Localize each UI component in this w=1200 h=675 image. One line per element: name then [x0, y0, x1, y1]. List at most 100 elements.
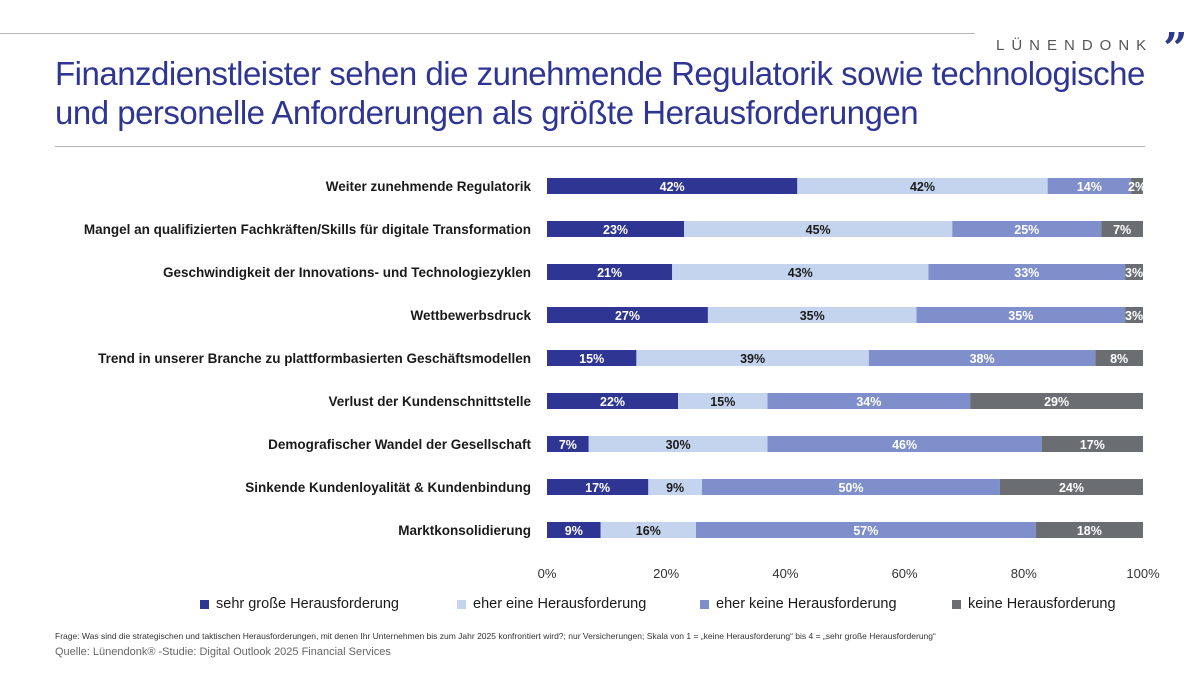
legend-item: eher eine Herausforderung — [457, 596, 646, 612]
x-tick-label: 60% — [892, 566, 918, 581]
data-label: 2% — [1128, 180, 1146, 194]
title-divider — [55, 146, 1145, 147]
source-note: Quelle: Lünendonk® -Studie: Digital Outl… — [55, 646, 391, 658]
category-labels: Weiter zunehmende Regulatorik Mangel an q… — [84, 179, 532, 538]
legend-swatch — [952, 599, 961, 609]
brand-quote-mark: ” — [1163, 24, 1188, 73]
data-label: 45% — [806, 223, 831, 237]
bar-segment — [916, 307, 1126, 323]
data-label: 46% — [892, 438, 917, 452]
x-tick-label: 80% — [1011, 566, 1037, 581]
bar-segment — [648, 479, 702, 495]
legend-item: keine Herausforderung — [952, 596, 1116, 612]
data-label: 35% — [800, 309, 825, 323]
data-label: 7% — [559, 438, 577, 452]
data-label: 15% — [710, 395, 735, 409]
bar-segment — [952, 221, 1102, 237]
data-label: 7% — [1113, 223, 1131, 237]
bar-segment — [928, 264, 1126, 280]
data-label: 15% — [579, 352, 604, 366]
bar-segment — [547, 178, 798, 194]
data-label: 29% — [1044, 395, 1069, 409]
bar-segment — [672, 264, 929, 280]
legend-label: sehr große Herausforderung — [216, 596, 399, 612]
bar-segment — [767, 393, 971, 409]
bar-segment — [1095, 350, 1143, 366]
x-tick-label: 20% — [653, 566, 679, 581]
data-label: 38% — [970, 352, 995, 366]
brand-logo: LÜNENDONK ” — [996, 20, 1187, 70]
top-divider — [0, 33, 975, 34]
data-label: 9% — [666, 481, 684, 495]
bar-segment — [696, 522, 1036, 538]
bar-segment — [636, 350, 869, 366]
bar-segment — [767, 436, 1042, 452]
bar-segment — [999, 479, 1143, 495]
data-label: 8% — [1110, 352, 1128, 366]
bar-segment — [1035, 522, 1143, 538]
data-label: 33% — [1014, 266, 1039, 280]
legend-label: eher eine Herausforderung — [473, 596, 647, 612]
bar-segment — [701, 479, 1000, 495]
data-label: 57% — [853, 524, 878, 538]
bar-segment — [547, 522, 601, 538]
bar-segment — [547, 221, 685, 237]
chart-legend: sehr große Herausforderung eher eine Hera… — [0, 596, 1200, 616]
bars: 42% 42% 14% 2% 23% 45% 25% 7% 21% 43% 33% 3% 27% 35% 3… — [547, 178, 1146, 538]
bar-segment — [547, 264, 673, 280]
legend-label: keine Herausforderung — [968, 596, 1116, 612]
category-label: Geschwindigkeit der Innovations- und Tec… — [163, 265, 531, 280]
data-label: 25% — [1014, 223, 1039, 237]
legend-swatch — [200, 599, 209, 609]
legend-swatch — [457, 599, 466, 609]
legend-item: eher keine Herausforderung — [700, 596, 897, 612]
data-label: 14% — [1077, 180, 1102, 194]
data-label: 42% — [660, 180, 685, 194]
bar-segment — [547, 307, 708, 323]
category-label: Mangel an qualifizierten Fachkräften/Ski… — [84, 222, 531, 237]
category-label: Wettbewerbsdruck — [410, 308, 531, 323]
category-label: Sinkende Kundenloyalität & Kundenbindung — [245, 480, 531, 495]
data-label: 18% — [1077, 524, 1102, 538]
category-label: Demografischer Wandel der Gesellschaft — [268, 437, 531, 452]
data-label: 43% — [788, 266, 813, 280]
stacked-bar-chart: Weiter zunehmende Regulatorik Mangel an q… — [84, 178, 1160, 581]
data-label: 34% — [856, 395, 881, 409]
bar-segment — [547, 393, 679, 409]
category-label: Weiter zunehmende Regulatorik — [326, 179, 532, 194]
bar-segment — [678, 393, 768, 409]
data-label: 3% — [1125, 266, 1143, 280]
bar-segment — [868, 350, 1096, 366]
x-tick-label: 0% — [538, 566, 557, 581]
brand-name: LÜNENDONK — [996, 36, 1154, 54]
bar-segment — [684, 221, 953, 237]
data-label: 3% — [1125, 309, 1143, 323]
bar-segment — [547, 350, 637, 366]
bar-segment — [970, 393, 1143, 409]
title-line-2: und personelle Anforderungen als größte … — [55, 94, 919, 131]
bar-segment — [1125, 307, 1143, 323]
bar-segment — [1041, 436, 1143, 452]
legend-item: sehr große Herausforderung — [200, 596, 399, 612]
bar-segment — [600, 522, 696, 538]
bar-segment — [1047, 178, 1132, 194]
bar-segment — [547, 436, 589, 452]
data-label: 17% — [1080, 438, 1105, 452]
x-axis-ticks: 0% 20% 40% 60% 80% 100% — [538, 566, 1160, 581]
x-tick-label: 40% — [772, 566, 798, 581]
page-title: Finanzdienstleister sehen die zunehmende… — [55, 54, 1165, 132]
title-line-1: Finanzdienstleister sehen die zunehmende… — [55, 55, 1145, 92]
data-label: 35% — [1008, 309, 1033, 323]
data-label: 16% — [636, 524, 661, 538]
bar-segment — [547, 479, 649, 495]
legend-label: eher keine Herausforderung — [716, 596, 897, 612]
x-tick-label: 100% — [1126, 566, 1160, 581]
data-label: 30% — [666, 438, 691, 452]
category-label: Verlust der Kundenschnittstelle — [328, 394, 531, 409]
footnote: Frage: Was sind die strategischen und ta… — [55, 631, 936, 641]
data-label: 50% — [838, 481, 863, 495]
data-label: 21% — [597, 266, 622, 280]
data-label: 17% — [585, 481, 610, 495]
category-label: Trend in unserer Branche zu plattformbas… — [98, 351, 531, 366]
data-label: 24% — [1059, 481, 1084, 495]
